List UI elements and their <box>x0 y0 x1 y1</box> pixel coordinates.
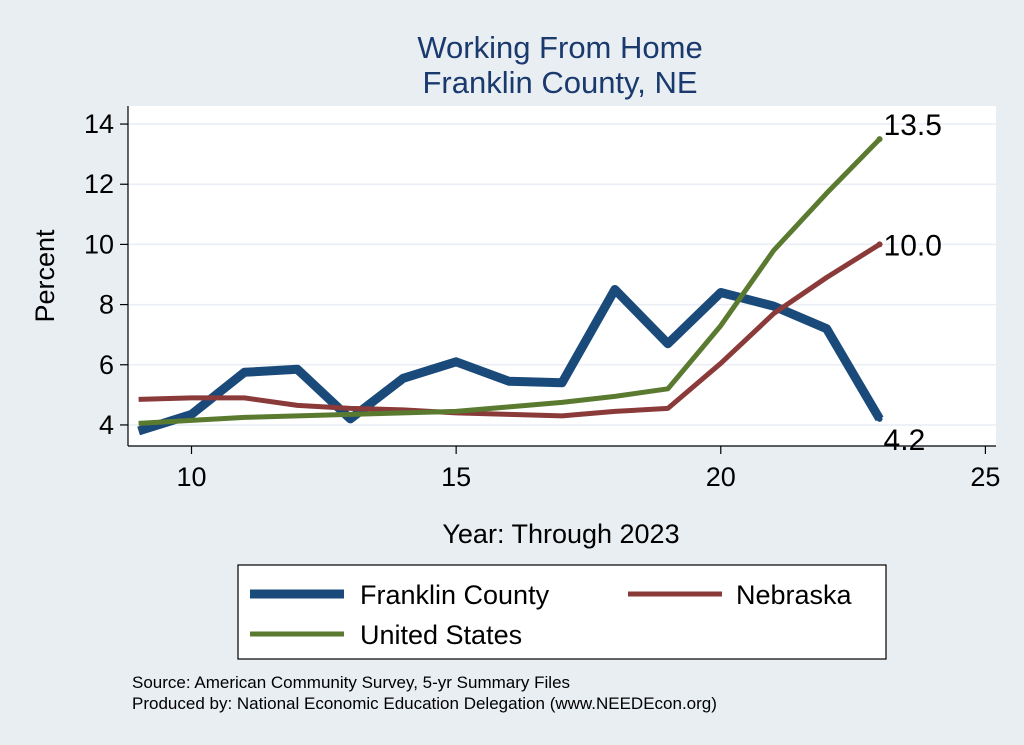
axis-ticks: 4 6 8 10 12 14 10 15 20 25 <box>84 109 1000 492</box>
series-line-franklin-county <box>137 285 884 436</box>
end-label-franklin-county: 4.2 <box>884 424 926 457</box>
x-axis-title: Year: Through 2023 <box>442 519 679 549</box>
y-axis-title: Percent <box>30 229 60 323</box>
legend-label-nebraska: Nebraska <box>736 580 853 610</box>
x-tick-label-20: 20 <box>706 462 736 492</box>
series-end-point-franklin-county <box>876 415 883 422</box>
chart-title-line-1: Working From Home <box>417 30 702 65</box>
y-tick-label-4: 4 <box>99 410 114 440</box>
y-tick-label-6: 6 <box>99 350 114 380</box>
y-tick-label-14: 14 <box>84 109 114 139</box>
series-end-point-nebraska <box>876 241 883 248</box>
legend-label-franklin-county: Franklin County <box>360 580 550 610</box>
legend-box <box>237 564 887 660</box>
x-tick-label-15: 15 <box>441 462 471 492</box>
end-labels: 4.2 10.0 13.5 <box>884 109 942 457</box>
produced-by-note: Produced by: National Economic Education… <box>132 694 717 713</box>
x-tick-label-25: 25 <box>970 462 1000 492</box>
source-note: Source: American Community Survey, 5-yr … <box>132 673 570 692</box>
y-tick-label-10: 10 <box>84 229 114 259</box>
end-label-nebraska: 10.0 <box>884 229 942 262</box>
series-line-united-states <box>138 137 882 426</box>
y-tick-label-8: 8 <box>99 290 114 320</box>
series-line-nebraska <box>138 242 881 419</box>
chart-title-line-2: Franklin County, NE <box>422 65 697 100</box>
x-tick-label-10: 10 <box>176 462 206 492</box>
series-end-point-united-states <box>876 136 883 143</box>
grid-lines <box>128 123 996 426</box>
series-layer <box>137 136 884 436</box>
y-tick-label-12: 12 <box>84 169 114 199</box>
plot-area <box>128 106 996 446</box>
end-label-united-states: 13.5 <box>884 109 942 142</box>
legend-label-united-states: United States <box>360 620 522 650</box>
